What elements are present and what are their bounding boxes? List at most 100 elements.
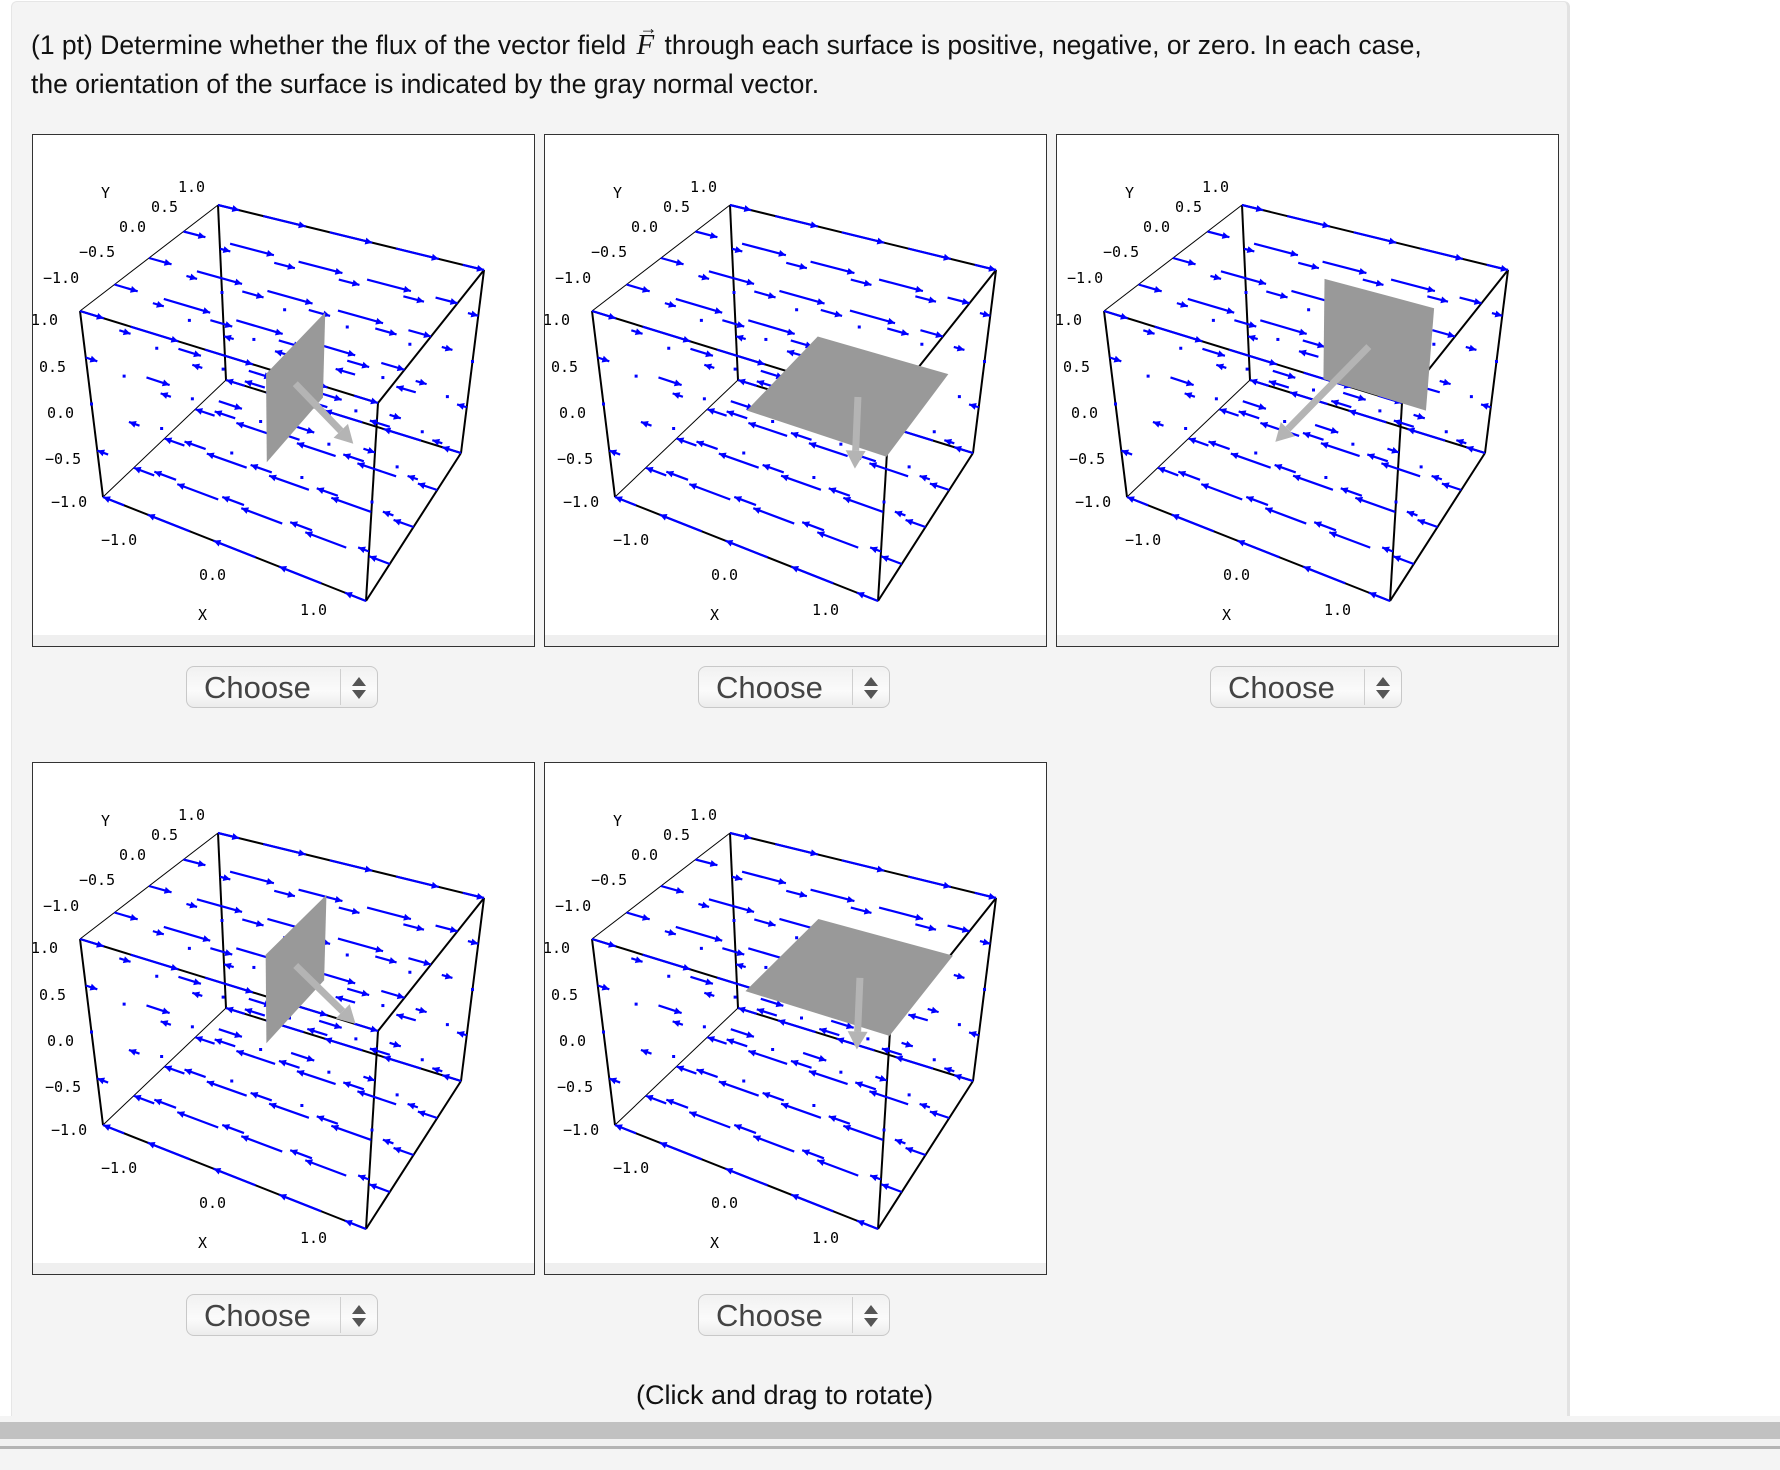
svg-text:0.5: 0.5 (1175, 198, 1202, 216)
svg-text:Y: Y (101, 812, 110, 830)
svg-text:Y: Y (101, 184, 110, 202)
svg-text:0.0: 0.0 (1071, 404, 1098, 422)
svg-text:1.0: 1.0 (300, 601, 327, 619)
svg-text:0.0: 0.0 (119, 218, 146, 236)
vector-letter: F (636, 29, 655, 61)
vector-arrow-accent: → (639, 18, 658, 38)
svg-text:−0.5: −0.5 (1069, 450, 1105, 468)
select-value: Choose (716, 1298, 823, 1333)
axis-tick-labels: 1.00.50.0−0.5−1.0Y1.00.50.0−0.5−1.0−1.00… (1057, 178, 1351, 624)
svg-text:−1.0: −1.0 (1075, 493, 1111, 511)
select-divider (852, 669, 853, 705)
normal-vector (293, 962, 346, 1014)
svg-text:1.0: 1.0 (33, 311, 58, 329)
plot-2-3d-canvas[interactable]: 1.0 0.5 0.0 −0.5 −1.0 Y 1.0 0.5 0.0 −0.5 −1.0 −1.0 0… (544, 134, 1047, 647)
plot-3-3d-canvas[interactable]: 1.0 0.5 0.0 −0.5 −1.0 Y 1.0 0.5 0.0 −0.5 −1.0 −1.0 0… (1056, 134, 1559, 647)
select-value: Choose (716, 670, 823, 705)
svg-text:0.5: 0.5 (1063, 358, 1090, 376)
svg-text:0.0: 0.0 (199, 566, 226, 584)
svg-text:1.0: 1.0 (1324, 601, 1351, 619)
svg-text:0.5: 0.5 (39, 986, 66, 1004)
vector-field-plot[interactable]: 1.00.50.0−0.5−1.0Y1.00.50.0−0.5−1.0−1.00… (1057, 135, 1558, 635)
svg-text:−1.0: −1.0 (555, 269, 591, 287)
svg-text:0.0: 0.0 (631, 218, 658, 236)
svg-text:−0.5: −0.5 (557, 450, 593, 468)
rotate-hint-caption: (Click and drag to rotate) (636, 1380, 934, 1410)
prompt-text-part1: (1 pt) Determine whether the flux of the… (31, 30, 627, 60)
problem-statement: (1 pt) Determine whether the flux of the… (31, 18, 1531, 104)
plot-4-3d-canvas[interactable]: 1.0 0.5 0.0 −0.5 −1.0 Y 1.0 0.5 0.0 −0.5 −1.0 −1.0 0… (32, 762, 535, 1275)
select-divider (340, 669, 341, 705)
svg-text:0.5: 0.5 (663, 198, 690, 216)
svg-text:0.0: 0.0 (1143, 218, 1170, 236)
divider (0, 1446, 1780, 1449)
svg-text:0.5: 0.5 (551, 358, 578, 376)
svg-text:1.0: 1.0 (178, 178, 205, 196)
svg-text:0.0: 0.0 (47, 404, 74, 422)
svg-text:1.0: 1.0 (178, 806, 205, 824)
axis-tick-labels: 1.00.50.0−0.5−1.0Y1.00.50.0−0.5−1.0−1.00… (545, 806, 839, 1252)
select-divider (1364, 669, 1365, 705)
svg-text:0.0: 0.0 (631, 846, 658, 864)
svg-text:−0.5: −0.5 (45, 1078, 81, 1096)
prompt-text-part2: through each surface is positive, negati… (664, 30, 1422, 60)
plot-1-3d-canvas[interactable]: 1.0 0.5 0.0 −0.5 −1.0 Y 1.0 0.5 0.0 −0.5 −1.0 −1.0 0… (32, 134, 535, 647)
svg-text:−1.0: −1.0 (1067, 269, 1103, 287)
svg-text:−0.5: −0.5 (557, 1078, 593, 1096)
svg-text:−1.0: −1.0 (563, 493, 599, 511)
plot-footer (33, 635, 534, 646)
axis-tick-labels: 1.00.50.0−0.5−1.0Y1.00.50.0−0.5−1.0−1.00… (33, 178, 327, 624)
svg-text:−1.0: −1.0 (555, 897, 591, 915)
flux-select-4[interactable]: Choose (186, 1294, 378, 1336)
svg-text:−1.0: −1.0 (101, 531, 137, 549)
svg-text:−1.0: −1.0 (1125, 531, 1161, 549)
updown-arrows-icon (352, 677, 366, 699)
normal-vector (292, 381, 344, 434)
vector-field-symbol: → F (636, 18, 657, 65)
svg-text:0.0: 0.0 (559, 404, 586, 422)
svg-text:X: X (198, 606, 207, 624)
svg-text:1.0: 1.0 (33, 939, 58, 957)
svg-text:0.0: 0.0 (47, 1032, 74, 1050)
horizontal-scrollbar[interactable] (0, 1422, 1780, 1439)
updown-arrows-icon (352, 1305, 366, 1327)
oriented-surface (265, 894, 356, 1044)
svg-text:1.0: 1.0 (1202, 178, 1229, 196)
svg-text:0.5: 0.5 (151, 198, 178, 216)
flux-select-2[interactable]: Choose (698, 666, 890, 708)
page-gap (0, 1416, 1780, 1422)
svg-text:−1.0: −1.0 (43, 897, 79, 915)
svg-text:1.0: 1.0 (1057, 311, 1082, 329)
select-value: Choose (204, 1298, 311, 1333)
flux-select-3[interactable]: Choose (1210, 666, 1402, 708)
svg-text:−1.0: −1.0 (613, 531, 649, 549)
svg-text:−0.5: −0.5 (79, 871, 115, 889)
oriented-surface (1275, 278, 1435, 442)
updown-arrows-icon (1376, 677, 1390, 699)
plot-5-3d-canvas[interactable]: 1.0 0.5 0.0 −0.5 −1.0 Y 1.0 0.5 0.0 −0.5 −1.0 −1.0 0… (544, 762, 1047, 1275)
svg-text:0.0: 0.0 (711, 566, 738, 584)
plot-footer (1057, 635, 1558, 646)
svg-text:−0.5: −0.5 (45, 450, 81, 468)
flux-select-1[interactable]: Choose (186, 666, 378, 708)
svg-text:1.0: 1.0 (812, 601, 839, 619)
updown-arrows-icon (864, 677, 878, 699)
svg-text:Y: Y (613, 184, 622, 202)
vector-field-plot[interactable]: 1.00.50.0−0.5−1.0Y1.00.50.0−0.5−1.0−1.00… (33, 763, 534, 1263)
select-divider (852, 1297, 853, 1333)
svg-text:−0.5: −0.5 (591, 871, 627, 889)
vector-field-plot[interactable]: 1.00.50.0−0.5−1.0Y1.00.50.0−0.5−1.0−1.00… (33, 135, 534, 635)
axis-tick-labels: 1.00.50.0−0.5−1.0Y1.00.50.0−0.5−1.0−1.00… (545, 178, 839, 624)
vector-field-plot[interactable]: 1.00.50.0−0.5−1.0Y1.00.50.0−0.5−1.0−1.00… (545, 763, 1046, 1263)
svg-text:1.0: 1.0 (812, 1229, 839, 1247)
vector-field-plot[interactable]: 1.00.50.0−0.5−1.0Y1.00.50.0−0.5−1.0−1.00… (545, 135, 1046, 635)
normal-vector (852, 396, 862, 451)
flux-select-5[interactable]: Choose (698, 1294, 890, 1336)
oriented-surface (746, 336, 949, 469)
svg-text:X: X (710, 606, 719, 624)
svg-text:−1.0: −1.0 (613, 1159, 649, 1177)
page-bottom (0, 1449, 1780, 1470)
svg-text:X: X (1222, 606, 1231, 624)
svg-text:0.0: 0.0 (119, 846, 146, 864)
svg-text:−0.5: −0.5 (1103, 243, 1139, 261)
